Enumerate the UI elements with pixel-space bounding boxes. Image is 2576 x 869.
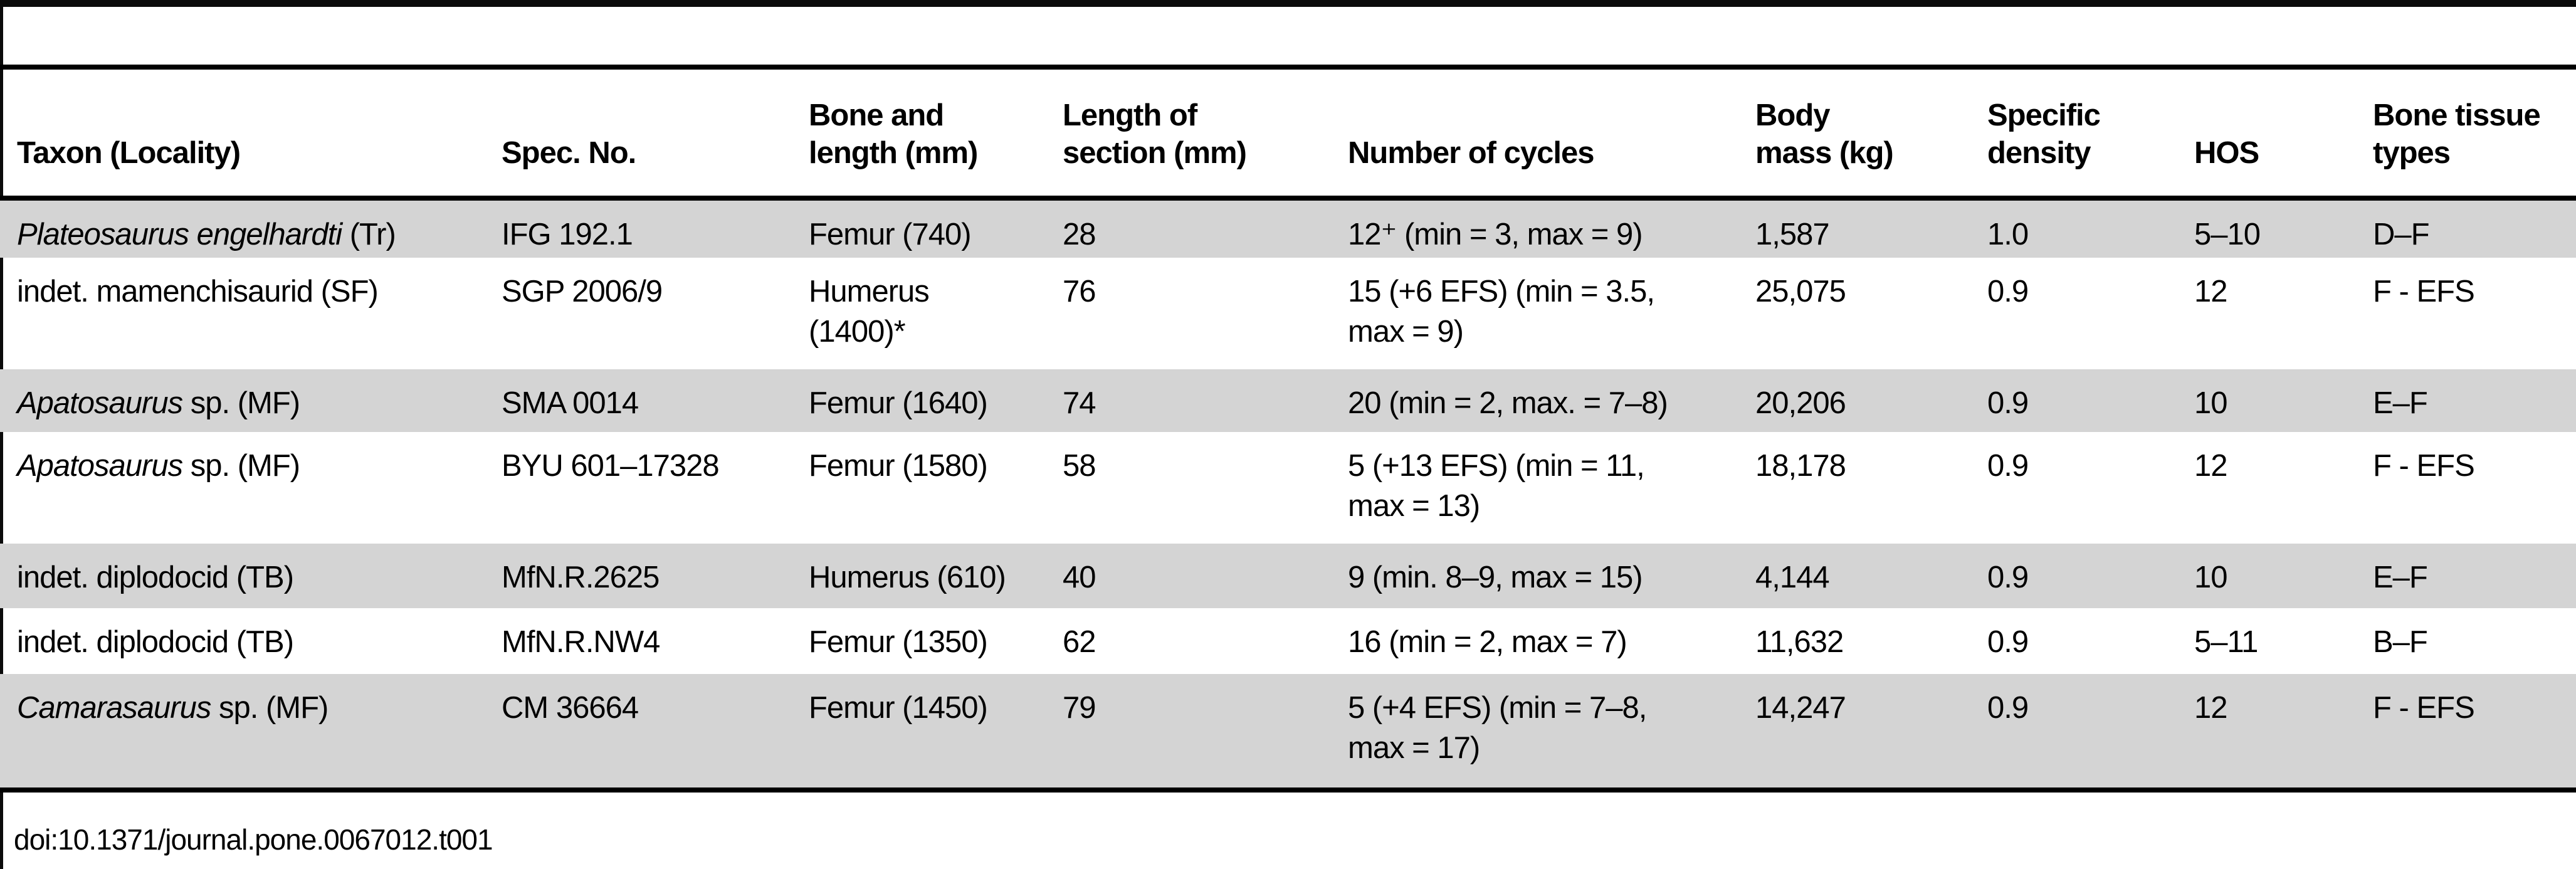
taxon-genus-species: Plateosaurus engelhardti (17, 218, 342, 251)
table-row: indet. mamenchisaurid (SF) SGP 2006/9 Hume… (0, 258, 2576, 369)
table-row: Apatosaurus sp. (MF) SMA 0014 Femur (1640)… (0, 369, 2576, 432)
cell-taxon: indet. diplodocid (TB) (0, 608, 502, 674)
table-body: Plateosaurus engelhardti (Tr) IFG 192.1 Fe… (0, 198, 2576, 790)
cell-tissue: E–F (2373, 386, 2428, 420)
cell-density: 0.9 (1987, 561, 2029, 594)
column-header-section: Length of section (mm) (1063, 67, 1348, 201)
cell-cycles: 9 (min. 8–9, max = 15) (1348, 561, 1643, 594)
cell-taxon: Plateosaurus engelhardti (Tr) (0, 198, 502, 258)
top-divider-bar (0, 0, 2576, 7)
cell-cycles: 12⁺ (min = 3, max = 9) (1348, 218, 1643, 251)
table-header: Taxon (Locality) Spec. No. Bone and leng… (0, 67, 2576, 201)
cell-cycles: 5 (+4 EFS) (min = 7–8, max = 17) (1348, 691, 1647, 765)
cell-section: 62 (1063, 625, 1096, 659)
cell-spec-no: CM 36664 (502, 691, 639, 725)
cell-bone: Femur (740) (809, 218, 972, 251)
cell-section: 74 (1063, 386, 1096, 420)
cell-body-mass: 11,632 (1755, 625, 1844, 659)
cell-spec-no: SMA 0014 (502, 386, 639, 420)
table-row: Plateosaurus engelhardti (Tr) IFG 192.1 Fe… (0, 198, 2576, 258)
cell-body-mass: 18,178 (1755, 449, 1846, 483)
table-row: Apatosaurus sp. (MF) BYU 601–17328 Femur (… (0, 432, 2576, 544)
cell-body-mass: 4,144 (1755, 561, 1830, 594)
cell-density: 0.9 (1987, 625, 2029, 659)
column-header-bone: Bone and length (mm) (809, 67, 1063, 201)
cell-bone: Humerus (610) (809, 561, 1006, 594)
specimen-table-wrap: Taxon (Locality) Spec. No. Bone and leng… (0, 65, 2576, 793)
cell-bone: Femur (1450) (809, 691, 988, 725)
cell-tissue: F - EFS (2373, 691, 2475, 725)
taxon-suffix: indet. mamenchisaurid (SF) (17, 275, 379, 308)
cell-tissue: F - EFS (2373, 275, 2475, 308)
cell-spec-no: SGP 2006/9 (502, 275, 663, 308)
cell-hos: 10 (2194, 561, 2228, 594)
cell-body-mass: 14,247 (1755, 691, 1846, 725)
table-row: indet. diplodocid (TB) MfN.R.NW4 Femur (13… (0, 608, 2576, 674)
taxon-genus-species: Camarasaurus (17, 691, 211, 725)
cell-taxon: indet. diplodocid (TB) (0, 544, 502, 608)
column-header-spec-no: Spec. No. (502, 67, 809, 201)
cell-hos: 12 (2194, 449, 2228, 483)
specimen-table: Taxon (Locality) Spec. No. Bone and leng… (0, 65, 2576, 793)
cell-density: 0.9 (1987, 691, 2029, 725)
left-edge-bar (0, 0, 3, 869)
cell-cycles: 16 (min = 2, max = 7) (1348, 625, 1627, 659)
cell-tissue: E–F (2373, 561, 2428, 594)
taxon-suffix: sp. (MF) (182, 386, 300, 420)
cell-section: 40 (1063, 561, 1096, 594)
cell-spec-no: MfN.R.NW4 (502, 625, 660, 659)
cell-hos: 12 (2194, 691, 2228, 725)
cell-body-mass: 1,587 (1755, 218, 1830, 251)
cell-taxon: indet. mamenchisaurid (SF) (0, 258, 502, 369)
cell-cycles: 5 (+13 EFS) (min = 11, max = 13) (1348, 449, 1645, 523)
taxon-suffix: (Tr) (342, 218, 396, 251)
column-header-taxon: Taxon (Locality) (0, 67, 502, 201)
column-header-bodymass: Body mass (kg) (1755, 67, 1987, 201)
column-header-hos: HOS (2194, 67, 2373, 201)
cell-body-mass: 25,075 (1755, 275, 1846, 308)
cell-density: 0.9 (1987, 275, 2029, 308)
column-header-density: Specific density (1987, 67, 2194, 201)
cell-bone: Femur (1640) (809, 386, 988, 420)
cell-taxon: Apatosaurus sp. (MF) (0, 369, 502, 432)
table-row: indet. diplodocid (TB) MfN.R.2625 Humerus … (0, 544, 2576, 608)
cell-hos: 5–11 (2194, 625, 2258, 659)
cell-taxon: Apatosaurus sp. (MF) (0, 432, 502, 544)
column-header-cycles: Number of cycles (1348, 67, 1755, 201)
cell-section: 58 (1063, 449, 1096, 483)
header-row: Taxon (Locality) Spec. No. Bone and leng… (0, 67, 2576, 201)
taxon-genus-species: Apatosaurus (17, 386, 183, 420)
taxon-suffix: indet. diplodocid (TB) (17, 625, 294, 659)
taxon-suffix: indet. diplodocid (TB) (17, 561, 294, 594)
cell-cycles: 15 (+6 EFS) (min = 3.5, max = 9) (1348, 275, 1655, 349)
cell-density: 0.9 (1987, 386, 2029, 420)
cell-bone: Femur (1350) (809, 625, 988, 659)
cell-spec-no: MfN.R.2625 (502, 561, 660, 594)
taxon-genus-species: Apatosaurus (17, 449, 183, 483)
cell-spec-no: BYU 601–17328 (502, 449, 720, 483)
cell-cycles: 20 (min = 2, max. = 7–8) (1348, 386, 1668, 420)
cell-section: 28 (1063, 218, 1096, 251)
cell-tissue: F - EFS (2373, 449, 2475, 483)
doi-text: doi:10.1371/journal.pone.0067012.t001 (14, 823, 493, 856)
taxon-suffix: sp. (MF) (211, 691, 329, 725)
taxon-suffix: sp. (MF) (182, 449, 300, 483)
cell-section: 76 (1063, 275, 1096, 308)
cell-tissue: B–F (2373, 625, 2428, 659)
cell-hos: 12 (2194, 275, 2228, 308)
table-row: Camarasaurus sp. (MF) CM 36664 Femur (1450… (0, 674, 2576, 790)
cell-tissue: D–F (2373, 218, 2430, 251)
cell-spec-no: IFG 192.1 (502, 218, 633, 251)
cell-body-mass: 20,206 (1755, 386, 1846, 420)
cell-hos: 10 (2194, 386, 2228, 420)
cell-hos: 5–10 (2194, 218, 2261, 251)
cell-density: 0.9 (1987, 449, 2029, 483)
column-header-tissue: Bone tissue types (2373, 67, 2576, 201)
cell-taxon: Camarasaurus sp. (MF) (0, 674, 502, 790)
cell-bone: Humerus (1400)* (809, 275, 930, 349)
cell-bone: Femur (1580) (809, 449, 988, 483)
cell-density: 1.0 (1987, 218, 2029, 251)
cell-section: 79 (1063, 691, 1096, 725)
